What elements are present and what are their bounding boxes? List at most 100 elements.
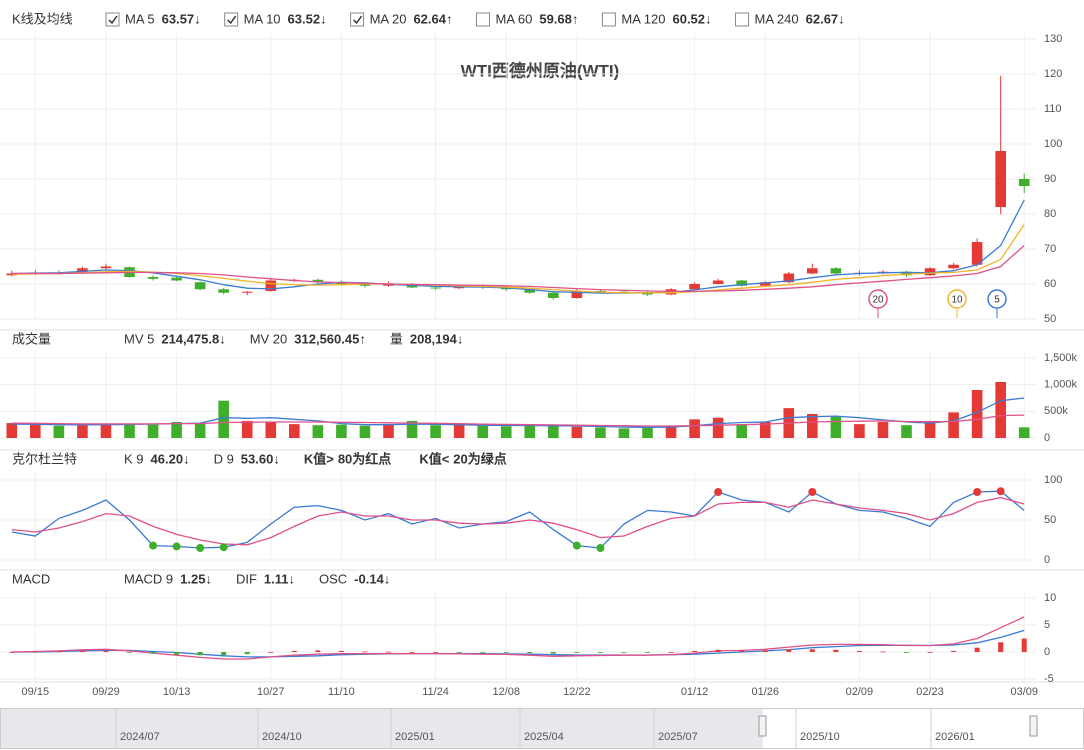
legend-value: 62.67 xyxy=(806,11,839,26)
legend-value: 1.25 xyxy=(180,571,205,586)
volume-bar xyxy=(948,412,959,438)
y-tick-label: 0 xyxy=(1044,554,1050,566)
volume-bar xyxy=(1018,427,1030,438)
x-tick-label: 09/29 xyxy=(92,686,120,698)
x-tick-label: 09/15 xyxy=(22,686,50,698)
osc-bar xyxy=(1021,638,1027,652)
volume-bar xyxy=(971,390,983,438)
kd-dot xyxy=(714,488,723,496)
line xyxy=(11,199,1025,294)
volume-bar xyxy=(877,422,889,438)
candle-body xyxy=(995,151,1006,207)
y-tick-label: 1,500k xyxy=(1044,352,1078,364)
legend-value: 62.64 xyxy=(413,11,446,26)
legend-value: 63.57 xyxy=(162,11,195,26)
legend-arrow: ↑ xyxy=(446,11,453,26)
osc-bar xyxy=(268,652,274,653)
checkmark xyxy=(227,15,237,25)
osc-bar xyxy=(739,650,745,652)
volume-bar xyxy=(477,425,488,438)
candle-body xyxy=(571,291,583,298)
volume-bar xyxy=(548,425,559,438)
kd-dot xyxy=(596,544,605,552)
volume-bar xyxy=(100,424,112,438)
osc-bar xyxy=(880,651,886,653)
line xyxy=(11,616,1025,660)
candle-body xyxy=(642,292,653,295)
checkbox[interactable] xyxy=(350,12,365,27)
kd-dot xyxy=(996,487,1005,496)
checkbox[interactable] xyxy=(105,12,120,27)
x-tick-label: 02/09 xyxy=(846,686,874,698)
y-tick-label: 100 xyxy=(1044,474,1062,486)
y-tick-label: 500k xyxy=(1044,405,1068,417)
y-tick-label: 60 xyxy=(1044,278,1056,290)
osc-bar xyxy=(56,651,62,653)
legend-arrow: ↓ xyxy=(384,571,391,586)
osc-bar xyxy=(904,652,909,653)
checkbox[interactable] xyxy=(224,12,239,27)
marker xyxy=(947,289,967,309)
osc-bar xyxy=(480,652,486,653)
checkmark xyxy=(108,15,118,25)
legend-name: MA 240 xyxy=(755,11,799,26)
candle-body xyxy=(924,268,936,276)
volume-bar xyxy=(830,416,842,438)
kd-dot xyxy=(219,543,228,552)
navigator-handle[interactable] xyxy=(1029,715,1038,737)
volume-bar xyxy=(147,424,159,438)
osc-bar xyxy=(974,647,980,652)
checkbox[interactable] xyxy=(601,12,616,27)
legend-name: 量 xyxy=(390,331,403,346)
kd-dot xyxy=(808,488,817,496)
legend-arrow: ↓ xyxy=(183,451,190,466)
legend-arrow: ↓ xyxy=(273,451,280,466)
volume-bar xyxy=(336,424,347,438)
kd-dot xyxy=(149,541,158,550)
x-tick-label: 11/10 xyxy=(328,686,355,698)
osc-bar xyxy=(244,652,250,655)
y-tick-label: 1,000k xyxy=(1044,379,1078,391)
osc-bar xyxy=(527,652,533,654)
legend-name: MA 120 xyxy=(621,11,665,26)
kd-dot xyxy=(172,542,181,551)
candle-body xyxy=(312,279,324,283)
volume-bar xyxy=(665,426,677,438)
candle-body xyxy=(194,282,206,290)
osc-bar xyxy=(692,650,698,652)
line xyxy=(11,224,1025,294)
y-tick-label: 100 xyxy=(1044,138,1062,150)
legend-value: -0.14 xyxy=(354,571,384,586)
x-tick-label: 10/27 xyxy=(257,686,285,698)
x-tick-label: 10/13 xyxy=(163,686,191,698)
navigator-label: 2024/10 xyxy=(262,731,302,743)
volume-bar xyxy=(30,424,41,438)
osc-bar xyxy=(338,650,344,652)
volume-bar xyxy=(171,422,182,438)
y-tick-label: 90 xyxy=(1044,173,1056,185)
marker-label: 10 xyxy=(951,295,963,306)
navigator-handle[interactable] xyxy=(758,715,767,737)
marker-label: 5 xyxy=(994,295,1000,306)
rule-value: 80 xyxy=(338,451,352,466)
candle-body xyxy=(430,287,441,289)
y-tick-label: 80 xyxy=(1044,208,1056,220)
line xyxy=(11,414,1025,427)
osc-bar xyxy=(951,650,957,652)
osc-bar xyxy=(809,649,815,652)
osc-bar xyxy=(645,652,650,653)
volume-bar xyxy=(359,425,371,438)
checkbox[interactable] xyxy=(475,12,490,27)
osc-bar xyxy=(621,652,627,653)
legend-value: 208,194 xyxy=(410,331,458,346)
legend-value: 312,560.45 xyxy=(294,331,359,346)
osc-bar xyxy=(315,650,321,652)
checkbox[interactable] xyxy=(735,12,750,27)
volume-bar xyxy=(77,425,88,438)
legend-value: 59.68 xyxy=(539,11,572,26)
y-tick-label: 50 xyxy=(1044,514,1056,526)
legend-arrow: ↓ xyxy=(194,11,201,26)
volume-bar xyxy=(712,417,724,438)
marker xyxy=(868,289,888,309)
marker xyxy=(987,289,1007,309)
